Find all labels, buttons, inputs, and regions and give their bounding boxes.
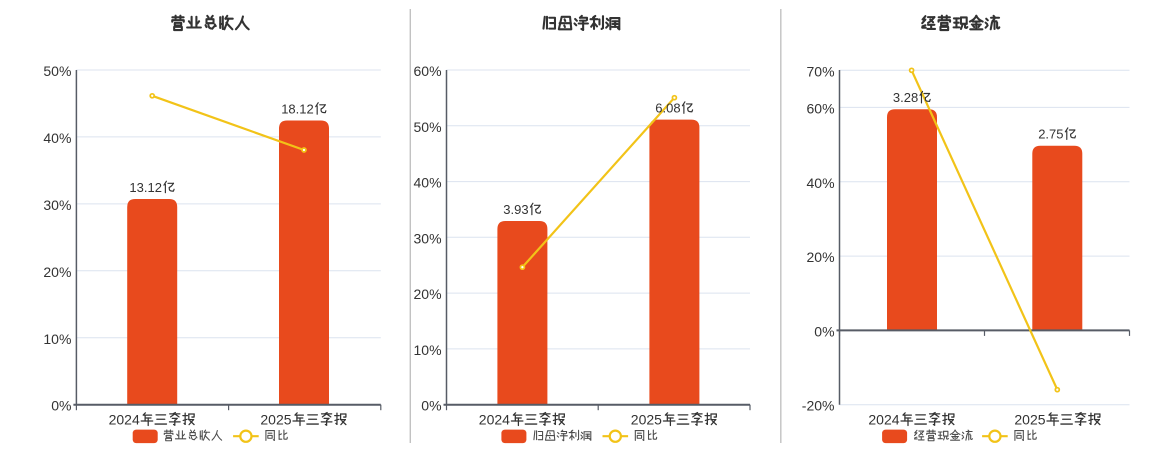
svg-text:2025: 2025 xyxy=(260,412,291,428)
svg-text:30%: 30% xyxy=(414,230,442,246)
svg-text:30%: 30% xyxy=(43,197,71,213)
svg-text:50%: 50% xyxy=(43,63,71,79)
svg-text:70%: 70% xyxy=(807,63,835,79)
svg-text:2024: 2024 xyxy=(109,412,140,428)
svg-text:2025: 2025 xyxy=(1014,412,1045,428)
svg-text:50%: 50% xyxy=(414,119,442,135)
svg-text:18.12: 18.12 xyxy=(281,102,314,117)
svg-text:20%: 20% xyxy=(43,264,71,280)
svg-text:60%: 60% xyxy=(414,63,442,79)
svg-text:0%: 0% xyxy=(421,398,441,414)
svg-text:40%: 40% xyxy=(43,130,71,146)
svg-text:10%: 10% xyxy=(414,342,442,358)
svg-text:13.12: 13.12 xyxy=(129,180,162,195)
svg-text:3.93: 3.93 xyxy=(503,202,528,217)
svg-text:0%: 0% xyxy=(51,398,71,414)
svg-text:20%: 20% xyxy=(414,286,442,302)
svg-text:-20%: -20% xyxy=(802,398,835,414)
svg-text:2025: 2025 xyxy=(631,412,662,428)
svg-text:40%: 40% xyxy=(807,175,835,191)
svg-text:2.75: 2.75 xyxy=(1038,127,1063,142)
svg-text:10%: 10% xyxy=(43,331,71,347)
svg-text:2024: 2024 xyxy=(479,412,510,428)
svg-text:60%: 60% xyxy=(807,100,835,116)
svg-text:2024: 2024 xyxy=(868,412,899,428)
svg-text:20%: 20% xyxy=(807,249,835,265)
svg-text:3.28: 3.28 xyxy=(893,90,918,105)
svg-text:6.08: 6.08 xyxy=(655,101,680,116)
svg-text:0%: 0% xyxy=(814,323,834,339)
svg-text:40%: 40% xyxy=(414,175,442,191)
